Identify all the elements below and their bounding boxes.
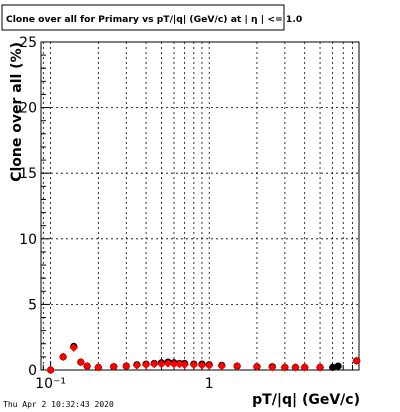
- series-layer: [46, 342, 361, 375]
- timestamp: Thu Apr 2 10:32:43 2020: [3, 400, 114, 409]
- data-point: [300, 363, 309, 372]
- data-point: [315, 363, 325, 372]
- data-point: [94, 363, 103, 372]
- data-point: [291, 363, 300, 372]
- data-point: [329, 363, 337, 371]
- y-tick-label: 5: [28, 297, 37, 313]
- data-point: [175, 359, 184, 369]
- data-point: [232, 361, 242, 371]
- data-point: [82, 361, 92, 371]
- data-point: [180, 360, 189, 369]
- data-point: [268, 363, 277, 372]
- data-point: [197, 361, 207, 370]
- data-point: [157, 359, 166, 369]
- data-point: [46, 365, 55, 375]
- data-point: [141, 360, 151, 369]
- data-point: [352, 356, 361, 366]
- data-point: [163, 359, 173, 368]
- chart-title: Clone over all for Primary vs pT/|q| (Ge…: [6, 14, 302, 25]
- y-axis-title: Clone over all (%): [9, 42, 25, 182]
- data-point: [58, 352, 68, 362]
- data-point: [149, 359, 159, 369]
- data-point: [334, 362, 342, 370]
- y-tick-label: 0: [28, 363, 37, 379]
- data-point: [122, 361, 131, 371]
- data-point: [76, 357, 85, 367]
- y-tick-label: 25: [19, 35, 37, 51]
- title-box: Clone over all for Primary vs pT/|q| (Ge…: [1, 4, 302, 31]
- data-point: [189, 360, 199, 369]
- data-point: [252, 362, 262, 371]
- x-tick-label: 10⁻¹: [35, 376, 66, 392]
- grid: [41, 42, 359, 370]
- data-point: [217, 361, 226, 371]
- data-point: [109, 362, 118, 371]
- title-frame: [1, 4, 285, 31]
- data-point: [280, 363, 290, 372]
- y-tick-label: 20: [19, 101, 37, 117]
- x-axis-title: pT/|q| (GeV/c): [252, 392, 360, 408]
- data-point: [69, 343, 78, 352]
- data-point: [204, 361, 214, 370]
- x-tick-label: 1: [205, 376, 214, 392]
- y-tick-label: 10: [19, 232, 37, 248]
- plot-frame: [40, 41, 360, 371]
- series-1: [46, 343, 361, 375]
- y-tick-label: 15: [19, 166, 37, 182]
- data-point: [132, 361, 142, 370]
- data-point: [169, 359, 179, 369]
